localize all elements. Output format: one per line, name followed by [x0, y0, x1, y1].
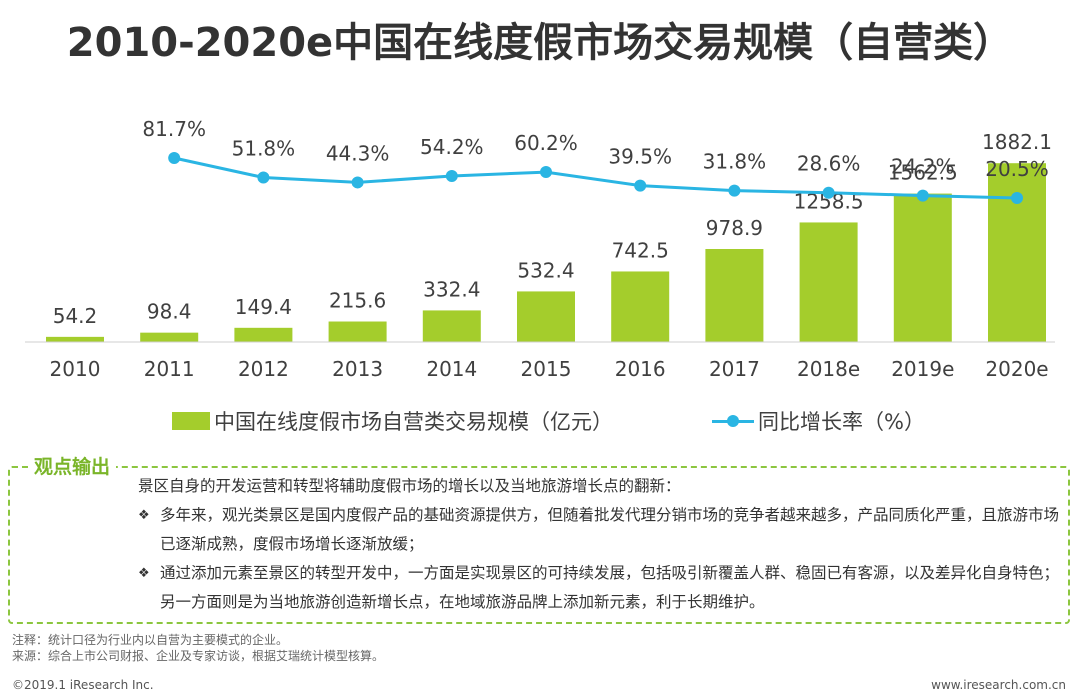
growth-point: [540, 166, 552, 179]
bar-value-label: 54.2: [53, 304, 98, 328]
growth-line-series: 81.7% 51.8% 44.3% 54.2% 60.2% 39.5% 31.8% 28.6%…: [142, 117, 1049, 204]
insight-panel-body: 景区自身的开发运营和转型将辅助度假市场的增长以及当地旅游增长点的翻新： ❖ 多年…: [138, 472, 1066, 617]
growth-point: [445, 169, 458, 182]
growth-point: [257, 171, 270, 184]
bar: [799, 222, 858, 342]
growth-point: [728, 184, 741, 197]
legend-bar-entry: 中国在线度假市场自营类交易规模（亿元）: [172, 406, 613, 436]
growth-value-label: 20.5%: [985, 157, 1049, 181]
growth-value-label: 81.7%: [142, 117, 206, 141]
x-tick-label: 2016: [615, 357, 666, 381]
growth-value-label: 51.8%: [232, 137, 296, 161]
insight-panel: [8, 466, 1070, 624]
growth-point: [822, 186, 835, 199]
growth-point: [634, 179, 647, 192]
bar-value-label: 149.4: [235, 295, 292, 319]
growth-value-label: 24.2%: [891, 155, 955, 179]
growth-value-label: 54.2%: [420, 135, 484, 159]
bar: [140, 332, 199, 342]
bar-value-label: 742.5: [612, 238, 669, 262]
bar: [611, 271, 670, 342]
combo-chart: 54.2 98.4 149.4 215.6 332.4532.4742.5978.912…: [25, 117, 1055, 381]
x-tick-label: 2020e: [985, 357, 1048, 381]
legend-line-swatch: [712, 412, 754, 430]
growth-line: [173, 156, 1018, 200]
growth-value-label: 39.5%: [608, 145, 672, 169]
bar: [234, 327, 293, 342]
insight-intro: 景区自身的开发运营和转型将辅助度假市场的增长以及当地旅游增长点的翻新：: [138, 477, 681, 495]
insight-bullet: ❖ 多年来，观光类景区是国内度假产品的基础资源提供方，但随着批发代理分销市场的竞…: [138, 501, 1066, 559]
insight-bullet: ❖ 通过添加元素至景区的转型开发中，一方面是实现景区的可持续发展，包括吸引新覆盖…: [138, 559, 1066, 617]
growth-value-label: 28.6%: [797, 152, 861, 176]
growth-value-label: 60.2%: [514, 131, 578, 155]
x-axis: 2010 2011 2012 2013 2014 2015 2016 2017 2018e 201…: [25, 341, 1055, 381]
growth-point: [351, 176, 364, 189]
bar-value-label: 215.6: [329, 289, 386, 313]
note-text: 注释：统计口径为行业内以自营为主要模式的企业。: [12, 633, 289, 647]
growth-point: [1011, 192, 1023, 204]
x-tick-label: 2018e: [797, 357, 860, 381]
x-tick-label: 2017: [709, 357, 760, 381]
notes: 注释：统计口径为行业内以自营为主要模式的企业。 来源：综合上市公司财报、企业及专…: [12, 632, 384, 664]
x-tick-label: 2011: [144, 357, 195, 381]
bar-value-label: 532.4: [517, 258, 574, 282]
bar: [328, 321, 387, 342]
copyright: ©2019.1 iResearch Inc.: [12, 678, 154, 692]
bar: [422, 310, 481, 342]
source-text: 来源：综合上市公司财报、企业及专家访谈，根据艾瑞统计模型核算。: [12, 649, 385, 663]
x-tick-label: 2019e: [891, 357, 954, 381]
growth-point: [168, 152, 181, 164]
x-tick-label: 2010: [50, 357, 101, 381]
growth-value-label: 31.8%: [703, 150, 767, 174]
chart-legend: 中国在线度假市场自营类交易规模（亿元） 同比增长率（%）: [0, 402, 1080, 438]
x-tick-label: 2014: [426, 357, 477, 381]
legend-bar-label: 中国在线度假市场自营类交易规模（亿元）: [214, 410, 613, 434]
growth-value-label: 44.3%: [326, 141, 390, 165]
growth-point: [916, 189, 929, 202]
x-tick-label: 2013: [332, 357, 383, 381]
bar-value-label: 332.4: [423, 277, 480, 301]
bar: [517, 291, 575, 342]
bar-value-label: 1562.5: [888, 161, 958, 185]
x-tick-label: 2015: [521, 357, 572, 381]
bar-value-label: 978.9: [706, 216, 763, 240]
bar-value-label: 1882.1: [982, 130, 1052, 154]
bar: [46, 336, 104, 342]
bar-value-label: 98.4: [147, 300, 192, 324]
bar: [893, 193, 952, 342]
legend-bar-swatch: [172, 412, 210, 430]
insight-bullet-text: 通过添加元素至景区的转型开发中，一方面是实现景区的可持续发展，包括吸引新覆盖人群…: [160, 564, 1060, 611]
insight-bullet-text: 多年来，观光类景区是国内度假产品的基础资源提供方，但随着批发代理分销市场的竞争者…: [160, 506, 1060, 553]
diamond-bullet-icon: ❖: [138, 508, 150, 523]
insight-panel-tag: 观点输出: [28, 452, 117, 479]
x-tick-label: 2012: [238, 357, 289, 381]
bar: [705, 249, 764, 342]
diamond-bullet-icon: ❖: [138, 566, 150, 581]
chart-title: 2010-2020e中国在线度假市场交易规模（自营类）: [66, 20, 1014, 66]
legend-line-entry: 同比增长率（%）: [712, 406, 925, 436]
legend-line-label: 同比增长率（%）: [758, 410, 925, 434]
website-link[interactable]: www.iresearch.com.cn: [931, 678, 1066, 692]
bar: [988, 163, 1046, 342]
